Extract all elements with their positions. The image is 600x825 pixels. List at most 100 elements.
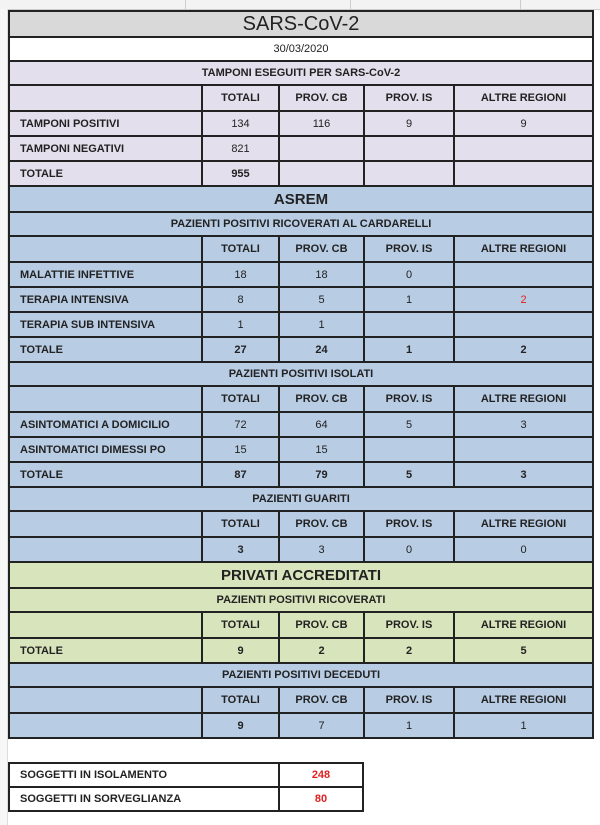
row-label[interactable]: TOTALE	[8, 461, 203, 488]
column-header[interactable]: PROV. CB	[278, 611, 365, 639]
column-header[interactable]: PROV. CB	[278, 385, 365, 413]
section-header[interactable]: TAMPONI ESEGUITI PER SARS-CoV-2	[8, 60, 594, 86]
value-cell[interactable]: 7	[278, 712, 365, 739]
value-cell[interactable]	[453, 436, 594, 463]
group-header[interactable]: PRIVATI ACCREDITATI	[8, 561, 594, 589]
value-cell[interactable]: 87	[201, 461, 280, 488]
column-header[interactable]: TOTALI	[201, 510, 280, 538]
column-header[interactable]: ALTRE REGIONI	[453, 235, 594, 263]
column-header[interactable]: TOTALI	[201, 84, 280, 112]
report-date[interactable]: 30/03/2020	[8, 36, 594, 62]
value-cell[interactable]: 3	[453, 411, 594, 438]
value-cell[interactable]: 5	[363, 411, 455, 438]
empty-cell[interactable]	[8, 235, 203, 263]
column-header[interactable]: PROV. CB	[278, 84, 365, 112]
value-cell[interactable]	[363, 311, 455, 338]
row-label[interactable]: MALATTIE INFETTIVE	[8, 261, 203, 288]
column-header[interactable]: ALTRE REGIONI	[453, 686, 594, 714]
value-cell[interactable]	[363, 436, 455, 463]
row-label[interactable]: ASINTOMATICI DIMESSI PO	[8, 436, 203, 463]
value-cell[interactable]: 1	[363, 712, 455, 739]
column-header[interactable]: PROV. CB	[278, 235, 365, 263]
value-cell[interactable]: 2	[278, 637, 365, 664]
value-cell[interactable]: 18	[201, 261, 280, 288]
value-cell[interactable]: 134	[201, 110, 280, 137]
column-header[interactable]: PROV. IS	[363, 84, 455, 112]
value-cell[interactable]: 27	[201, 336, 280, 363]
value-cell[interactable]: 821	[201, 135, 280, 162]
section-header[interactable]: PAZIENTI POSITIVI RICOVERATI AL CARDAREL…	[8, 211, 594, 237]
column-header[interactable]: TOTALI	[201, 385, 280, 413]
value-cell[interactable]: 72	[201, 411, 280, 438]
section-header[interactable]: PAZIENTI POSITIVI ISOLATI	[8, 361, 594, 387]
value-cell[interactable]: 1	[201, 311, 280, 338]
value-cell[interactable]: 5	[278, 286, 365, 313]
value-cell[interactable]	[453, 160, 594, 187]
empty-cell[interactable]	[8, 385, 203, 413]
row-label[interactable]: TAMPONI POSITIVI	[8, 110, 203, 137]
value-cell[interactable]: 15	[278, 436, 365, 463]
summary-value[interactable]: 248	[278, 762, 364, 788]
column-header[interactable]: ALTRE REGIONI	[453, 385, 594, 413]
value-cell[interactable]: 64	[278, 411, 365, 438]
row-label[interactable]: TAMPONI NEGATIVI	[8, 135, 203, 162]
value-cell[interactable]: 24	[278, 336, 365, 363]
value-cell[interactable]: 8	[201, 286, 280, 313]
summary-value[interactable]: 80	[278, 786, 364, 812]
empty-cell[interactable]	[8, 611, 203, 639]
value-cell[interactable]: 9	[201, 712, 280, 739]
section-header[interactable]: PAZIENTI POSITIVI RICOVERATI	[8, 587, 594, 613]
value-cell[interactable]	[278, 135, 365, 162]
column-header[interactable]: PROV. IS	[363, 510, 455, 538]
value-cell[interactable]	[363, 135, 455, 162]
row-label[interactable]	[8, 712, 203, 739]
value-cell[interactable]: 3	[453, 461, 594, 488]
section-header[interactable]: PAZIENTI GUARITI	[8, 486, 594, 512]
value-cell[interactable]: 2	[453, 336, 594, 363]
column-header[interactable]: PROV. IS	[363, 235, 455, 263]
column-header[interactable]: PROV. CB	[278, 510, 365, 538]
group-header[interactable]: ASREM	[8, 185, 594, 213]
column-header[interactable]: PROV. IS	[363, 611, 455, 639]
value-cell[interactable]: 3	[278, 536, 365, 563]
value-cell[interactable]: 15	[201, 436, 280, 463]
value-cell[interactable]: 18	[278, 261, 365, 288]
column-header[interactable]: ALTRE REGIONI	[453, 84, 594, 112]
value-cell[interactable]: 116	[278, 110, 365, 137]
column-header[interactable]: PROV. IS	[363, 686, 455, 714]
value-cell[interactable]: 3	[201, 536, 280, 563]
column-header[interactable]: PROV. CB	[278, 686, 365, 714]
summary-label[interactable]: SOGGETTI IN SORVEGLIANZA	[8, 786, 280, 812]
value-cell[interactable]: 5	[363, 461, 455, 488]
summary-label[interactable]: SOGGETTI IN ISOLAMENTO	[8, 762, 280, 788]
report-title[interactable]: SARS-CoV-2	[8, 10, 594, 38]
value-cell[interactable]	[363, 160, 455, 187]
value-cell[interactable]: 955	[201, 160, 280, 187]
empty-cell[interactable]	[8, 510, 203, 538]
value-cell[interactable]: 79	[278, 461, 365, 488]
row-label[interactable]: TOTALE	[8, 637, 203, 664]
empty-cell[interactable]	[8, 84, 203, 112]
value-cell[interactable]: 2	[453, 286, 594, 313]
row-label[interactable]: ASINTOMATICI A DOMICILIO	[8, 411, 203, 438]
value-cell[interactable]: 5	[453, 637, 594, 664]
row-label[interactable]	[8, 536, 203, 563]
value-cell[interactable]: 0	[363, 536, 455, 563]
row-label[interactable]: TERAPIA INTENSIVA	[8, 286, 203, 313]
value-cell[interactable]: 1	[363, 286, 455, 313]
column-header[interactable]: TOTALI	[201, 611, 280, 639]
value-cell[interactable]: 9	[453, 110, 594, 137]
row-label[interactable]: TOTALE	[8, 336, 203, 363]
empty-cell[interactable]	[8, 686, 203, 714]
row-label[interactable]: TERAPIA SUB INTENSIVA	[8, 311, 203, 338]
column-header[interactable]: TOTALI	[201, 686, 280, 714]
value-cell[interactable]	[453, 311, 594, 338]
value-cell[interactable]	[453, 135, 594, 162]
column-header[interactable]: PROV. IS	[363, 385, 455, 413]
value-cell[interactable]: 2	[363, 637, 455, 664]
column-header[interactable]: ALTRE REGIONI	[453, 611, 594, 639]
value-cell[interactable]: 0	[453, 536, 594, 563]
value-cell[interactable]: 9	[201, 637, 280, 664]
section-header[interactable]: PAZIENTI POSITIVI DECEDUTI	[8, 662, 594, 688]
value-cell[interactable]: 1	[363, 336, 455, 363]
